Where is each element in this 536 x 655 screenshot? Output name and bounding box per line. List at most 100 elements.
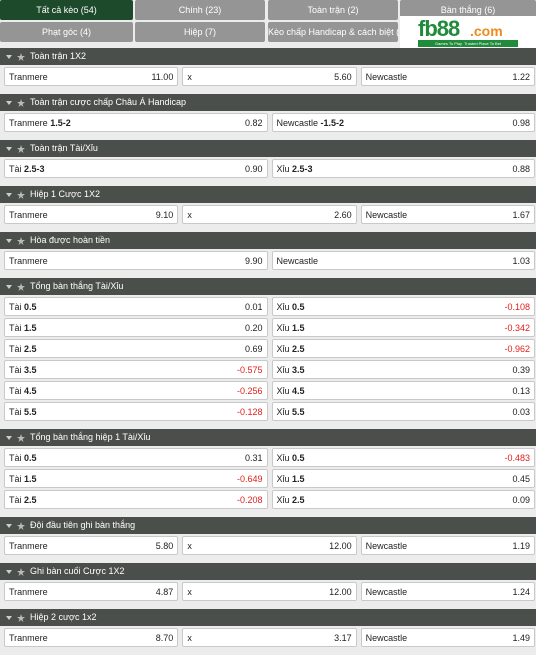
market-title: Toàn trận 1X2 [30,51,87,61]
handicap-line: 1.5 [24,473,37,484]
odds-value: 0.31 [244,452,263,463]
odds-cell[interactable]: Xỉu 0.5 -0.108 [271,297,535,316]
selection-name: Xỉu [276,343,290,354]
odds-cell[interactable]: Newcastle 1.67 [360,205,535,224]
selection-name: Newcastle [365,632,408,643]
market-header[interactable]: Hiệp 1 Cược 1X2 [0,186,536,203]
odds-row: Tài 5.5 -0.128 Xỉu 5.5 0.03 [0,402,536,421]
odds-value: -0.575 [236,364,263,375]
handicap-line: 0.5 [292,452,305,463]
odds-cell[interactable]: Tranmere 9.90 [4,251,268,270]
market-header[interactable]: Hiệp 2 cược 1x2 [0,609,536,626]
odds-cell[interactable]: Newcastle 1.22 [360,67,535,86]
tab[interactable]: Tất cả kèo (54) [0,0,133,20]
odds-cell[interactable]: Tranmere 1.5-2 0.82 [4,113,268,132]
odds-cell[interactable]: Tranmere 9.10 [4,205,179,224]
handicap-line: 3.5 [24,364,37,375]
selection-name: Xỉu [276,322,290,333]
odds-value: 5.60 [334,71,352,82]
tab[interactable]: Kèo chấp Handicap & cách biệt (1) [268,22,398,42]
odds-cell[interactable]: Tài 0.5 0.01 [4,297,268,316]
tab[interactable]: Chính (23) [135,0,265,20]
odds-cell[interactable]: Xỉu 2.5 -0.962 [271,339,535,358]
odds-cell[interactable]: Xỉu 2.5-3 0.88 [271,159,535,178]
selection: Tranmere 1.5-2 [9,118,71,128]
tab[interactable]: Hiệp (7) [135,22,265,42]
odds-cell[interactable]: Newcastle 1.03 [271,251,535,270]
selection: Tài 3.5 [9,365,37,375]
odds-cell[interactable]: Tài 2.5-3 0.90 [4,159,268,178]
odds-cell[interactable]: x 3.17 [182,628,357,647]
odds-cell[interactable]: Newcastle 1.19 [360,536,535,555]
odds-cell[interactable]: Newcastle -1.5-2 0.98 [271,113,535,132]
market-header[interactable]: Đội đầu tiên ghi bàn thắng [0,517,536,534]
tab-bar: Tất cả kèo (54) Chính (23) Toàn trận (2) Bà… [0,0,536,44]
odds-cell[interactable]: Newcastle 1.49 [360,628,535,647]
collapse-icon [6,284,12,289]
odds-cell[interactable]: Xỉu 1.5 0.45 [271,469,535,488]
market-header[interactable]: Tổng bàn thắng Tài/Xỉu [0,278,536,295]
star-icon[interactable] [17,190,25,199]
odds-cell[interactable]: x 2.60 [182,205,357,224]
odds-cell[interactable]: Xỉu 5.5 0.03 [271,402,535,421]
odds-row: Tranmere 5.80 x 12.00 Newcastle 1.19 [0,536,536,555]
odds-cell[interactable]: Tranmere 8.70 [4,628,179,647]
odds-cell[interactable]: Tài 3.5 -0.575 [4,360,268,379]
odds-cell[interactable]: Tài 0.5 0.31 [4,448,268,467]
odds-cell[interactable]: Tài 1.5 0.20 [4,318,268,337]
odds-value: 1.49 [512,632,530,643]
odds-cell[interactable]: Tranmere 11.00 [4,67,179,86]
market-title: Tổng bàn thắng hiệp 1 Tài/Xỉu [30,432,151,442]
odds-cell[interactable]: Tài 2.5 -0.208 [4,490,268,509]
odds-row: Tài 2.5 -0.208 Xỉu 2.5 0.09 [0,490,536,509]
market-header[interactable]: Hòa được hoàn tiền [0,232,536,249]
selection: Xỉu 4.5 [277,386,305,396]
star-icon[interactable] [17,567,25,576]
odds-cell[interactable]: x 5.60 [182,67,357,86]
star-icon[interactable] [17,98,25,107]
star-icon[interactable] [17,144,25,153]
star-icon[interactable] [17,282,25,291]
odds-row: Tranmere 9.90 Newcastle 1.03 [0,251,536,270]
market-header[interactable]: Toàn trận 1X2 [0,48,536,65]
odds-cell[interactable]: Tranmere 5.80 [4,536,179,555]
odds-cell[interactable]: Xỉu 4.5 0.13 [271,381,535,400]
tab[interactable]: Bàn thắng (6) [400,0,536,20]
market: Toàn trận 1X2 Tranmere 11.00 x 5.60 Newcastle… [0,48,536,86]
selection: Xỉu 1.5 [277,323,305,333]
odds-cell[interactable]: Xỉu 1.5 -0.342 [271,318,535,337]
odds-cell[interactable]: Xỉu 3.5 0.39 [271,360,535,379]
market-header[interactable]: Tổng bàn thắng hiệp 1 Tài/Xỉu [0,429,536,446]
market-header[interactable]: Ghi bàn cuối Cược 1X2 [0,563,536,580]
odds-cell[interactable]: Tài 1.5 -0.649 [4,469,268,488]
star-icon[interactable] [17,236,25,245]
odds-value: 1.03 [512,255,530,266]
collapse-icon [6,523,12,528]
odds-cell[interactable]: Tài 2.5 0.69 [4,339,268,358]
handicap-line: 2.5-3 [292,163,313,174]
odds-cell[interactable]: Tài 4.5 -0.256 [4,381,268,400]
star-icon[interactable] [17,433,25,442]
selection: Tài 2.5-3 [9,164,45,174]
odds-cell[interactable]: Tranmere 4.87 [4,582,179,601]
odds-value: 8.70 [155,632,174,643]
market-header[interactable]: Toàn trận Tài/Xỉu [0,140,536,157]
star-icon[interactable] [17,52,25,61]
handicap-line: 0.5 [24,452,37,463]
odds-cell[interactable]: x 12.00 [182,536,357,555]
odds-cell[interactable]: x 12.00 [182,582,357,601]
selection: Tranmere [9,256,48,266]
market-header[interactable]: Toàn trận cược chấp Châu Á Handicap [0,94,536,111]
star-icon[interactable] [17,521,25,530]
tab[interactable]: Toàn trận (2) [268,0,398,20]
selection: Xỉu 2.5 [277,344,305,354]
selection-name: Tài [9,406,22,417]
odds-cell[interactable]: Newcastle 1.24 [360,582,535,601]
odds-cell[interactable]: Tài 5.5 -0.128 [4,402,268,421]
market: Tổng bàn thắng Tài/Xỉu Tài 0.5 0.01 Xỉu 0.5… [0,278,536,421]
odds-value: 12.00 [329,586,352,597]
tab[interactable]: Phạt góc (4) [0,22,133,42]
star-icon[interactable] [17,613,25,622]
odds-cell[interactable]: Xỉu 2.5 0.09 [271,490,535,509]
odds-cell[interactable]: Xỉu 0.5 -0.483 [271,448,535,467]
